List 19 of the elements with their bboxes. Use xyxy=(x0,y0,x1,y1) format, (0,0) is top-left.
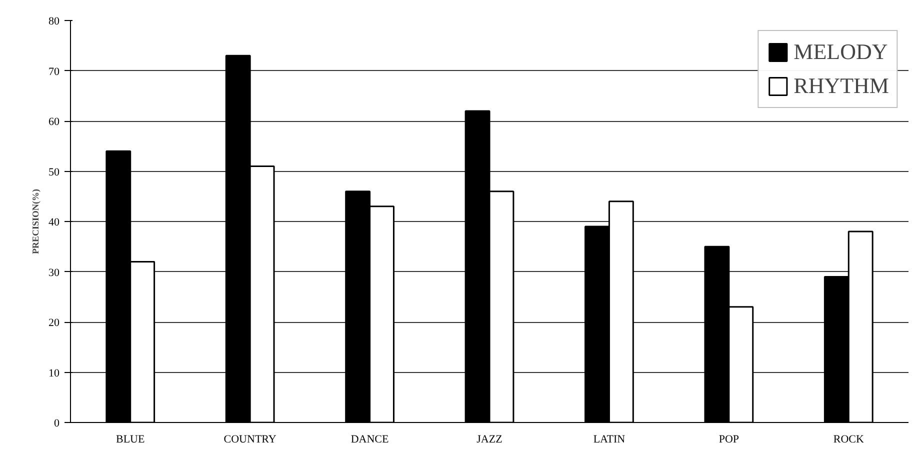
x-tick-label: BLUE xyxy=(116,434,145,446)
x-tick-label: POP xyxy=(718,434,740,446)
y-tick-label: 50 xyxy=(48,166,60,178)
y-tick-label: 0 xyxy=(54,418,60,430)
x-tick-label: COUNTRY xyxy=(224,434,276,446)
y-axis-title: PRECISION(%) xyxy=(30,188,40,254)
x-tick-label: DANCE xyxy=(350,434,390,446)
y-tick-label: 10 xyxy=(48,367,60,380)
x-tick-label: ROCK xyxy=(833,434,864,446)
y-tick-label: 20 xyxy=(48,317,60,329)
y-tick-label: 30 xyxy=(48,266,60,279)
legend-label: MELODY xyxy=(794,39,888,65)
y-tick-label: 80 xyxy=(48,16,60,28)
x-tick-label: JAZZ xyxy=(476,434,503,446)
y-tick-label: 40 xyxy=(48,216,60,228)
x-tick-label: LATIN xyxy=(593,434,626,446)
y-tick-label: 60 xyxy=(48,116,60,128)
y-tick-label: 70 xyxy=(48,66,60,78)
legend-label: RHYTHM xyxy=(794,73,889,99)
